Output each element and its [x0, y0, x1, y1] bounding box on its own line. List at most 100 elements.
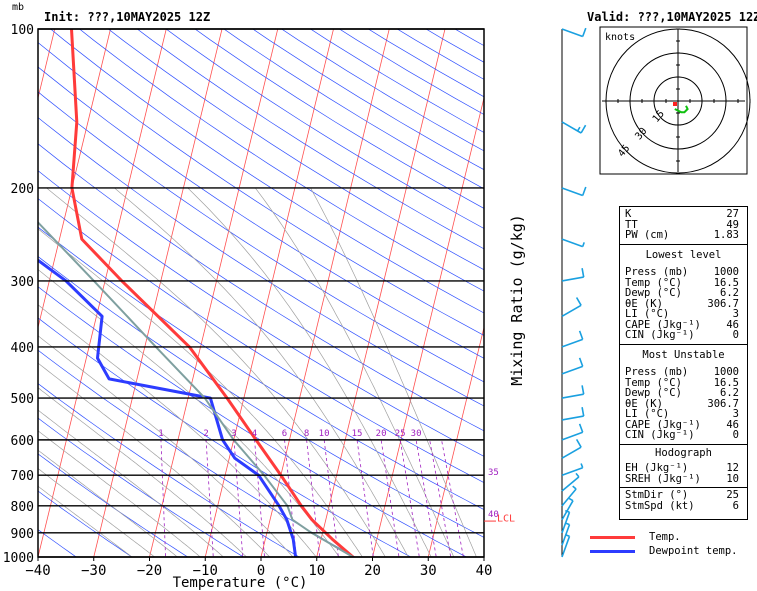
- isotherm-line: [372, 96, 484, 557]
- pressure-tick-label: 600: [11, 434, 34, 449]
- index-row: SREH (Jkg⁻¹) 10: [620, 472, 747, 485]
- dry-adiabat-line: [38, 317, 412, 557]
- index-row: EH (Jkg⁻¹) 12: [620, 463, 747, 474]
- mixing-ratio-label: 20: [376, 429, 387, 439]
- wind-barb-half-flag: [575, 472, 580, 478]
- index-row: Dewp (°C) 6.2: [620, 388, 747, 399]
- wind-barb-flag: [581, 186, 587, 196]
- index-value: 6.2: [720, 387, 739, 399]
- index-value: 25: [726, 489, 739, 501]
- x-tick-label: 30: [420, 563, 437, 579]
- indices-most-unstable: Press (mb) 1000 Temp (°C) 16.5 Dewp (°C) 6.2 θ…: [620, 365, 747, 444]
- wind-barb-staff: [561, 446, 582, 459]
- dry-adiabat-line: [38, 286, 468, 557]
- wind-barb-staff: [561, 276, 584, 282]
- isotherm-line: [0, 5, 5, 568]
- moist-adiabat-line: [46, 187, 386, 557]
- x-tick-label: 10: [308, 563, 325, 579]
- index-value: 3: [732, 408, 739, 420]
- indices-panel: K 27 TT 49 PW (cm) 1.83 Lowest level Press (m…: [619, 206, 748, 520]
- isotherm-line: [149, 29, 279, 557]
- index-value: 1000: [713, 366, 739, 378]
- hodograph-trace: [674, 105, 689, 114]
- hodograph-unit-label: knots: [605, 32, 635, 43]
- wind-barb-half-flag: [565, 522, 570, 526]
- dry-adiabat-line: [38, 91, 484, 383]
- dry-adiabat-line: [38, 143, 484, 432]
- lcl-label: LCL: [497, 514, 515, 525]
- mixing-ratio-line: [415, 439, 437, 557]
- mixing-ratio-label: 10: [319, 429, 330, 439]
- wind-barb-half-flag: [581, 242, 585, 247]
- index-label: CIN (Jkg⁻¹): [625, 429, 695, 441]
- unit-mb-label: mb: [12, 2, 24, 13]
- moist-adiabat-line: [38, 362, 271, 557]
- moist-adiabat-line: [38, 468, 156, 557]
- index-row: θE (K) 306.7: [620, 397, 747, 410]
- index-label: LI (°C): [625, 308, 670, 320]
- isotherm-line: [427, 325, 484, 557]
- x-tick-label: −30: [81, 563, 106, 579]
- wind-barb-staff: [561, 536, 571, 558]
- moist-adiabat-line: [38, 430, 201, 557]
- mixing-ratio-line: [356, 439, 374, 557]
- wind-barb-staff: [561, 415, 584, 421]
- x-tick-label: 0: [257, 563, 265, 579]
- dry-adiabat-line: [50, 29, 484, 314]
- dry-adiabat-line: [38, 256, 484, 538]
- index-value: 16.5: [713, 376, 739, 389]
- moist-adiabat-line: [114, 187, 409, 557]
- moist-adiabat-line: [38, 269, 340, 557]
- x-axis-label: Temperature (°C): [173, 575, 308, 591]
- index-label: Temp (°C): [625, 376, 682, 389]
- indices-hodograph: EH (Jkg⁻¹) 12 SREH (Jkg⁻¹) 10: [620, 461, 747, 487]
- wind-barb-staff: [561, 488, 577, 507]
- index-value: 46: [726, 318, 739, 331]
- index-label: LI (°C): [625, 408, 670, 420]
- index-value: 49: [726, 218, 739, 231]
- mixing-ratio-line: [306, 439, 321, 557]
- index-value: 12: [726, 462, 739, 474]
- index-row: Dewp (°C) 6.2: [620, 288, 747, 299]
- wind-barb-staff: [561, 431, 583, 441]
- index-label: Press (mb): [625, 266, 689, 278]
- moist-adiabat-line: [38, 485, 133, 557]
- pressure-tick-label: 400: [11, 341, 34, 356]
- index-row: LI (°C) 3: [620, 409, 747, 420]
- index-row: StmSpd (kt) 6: [620, 500, 747, 512]
- profile-lines: [38, 29, 354, 557]
- wind-barb-half-flag: [565, 534, 570, 538]
- parcel-profile: [38, 220, 354, 557]
- wind-barb: [561, 385, 585, 399]
- wind-barb-staff: [561, 238, 583, 248]
- wind-barb: [561, 297, 582, 317]
- index-row: Press (mb) 1000: [620, 367, 747, 378]
- index-value: 6.2: [720, 287, 739, 299]
- wind-barb: [561, 268, 585, 282]
- index-value: 306.7: [707, 297, 739, 310]
- wind-barb-flag: [578, 357, 584, 367]
- moist-adiabat-line: [255, 187, 455, 557]
- mixing-ratio-line: [380, 439, 400, 557]
- wind-barb-half-flag: [565, 509, 570, 513]
- wind-barb: [561, 121, 587, 134]
- wind-barb: [561, 485, 577, 507]
- isotherm-line: [483, 555, 484, 557]
- index-label: CAPE (Jkg⁻¹): [625, 418, 701, 431]
- index-value: 306.7: [707, 397, 739, 410]
- index-row: CAPE (Jkg⁻¹) 46: [620, 418, 747, 431]
- index-row: PW (cm) 1.83: [620, 230, 747, 241]
- wind-barb: [561, 330, 584, 348]
- mixing-ratio-line: [160, 439, 166, 557]
- hodograph-header: Hodograph: [620, 443, 747, 462]
- mixing-ratio-side-label: 40: [488, 510, 499, 520]
- index-label: CAPE (Jkg⁻¹): [625, 318, 701, 331]
- index-value: 1000: [713, 266, 739, 278]
- index-value: 10: [726, 472, 739, 485]
- index-label: StmDir (°): [625, 489, 689, 501]
- wind-barb: [561, 439, 582, 459]
- dry-adiabat-line: [38, 383, 300, 557]
